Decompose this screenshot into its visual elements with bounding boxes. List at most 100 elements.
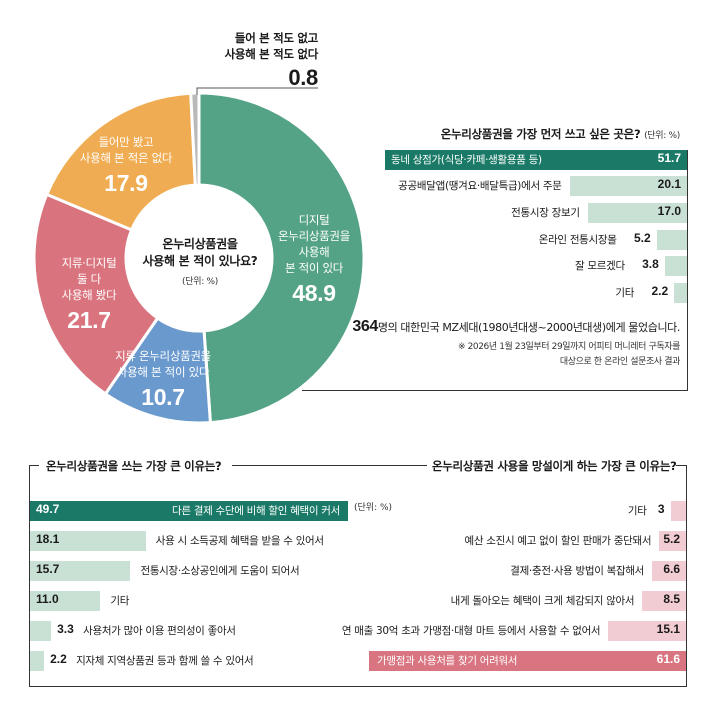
use-reason-bar bbox=[30, 621, 52, 641]
donut-slice-4 bbox=[189, 91, 201, 187]
first-use-row: 20.1 공공배달앱(땡겨요·배달특급)에서 주문 bbox=[0, 176, 720, 196]
hesitate-reason-bar bbox=[652, 561, 686, 581]
hesitate-reason-value: 6.6 bbox=[663, 562, 680, 576]
first-use-bar bbox=[385, 150, 687, 170]
panel-frame-bottom bbox=[302, 390, 688, 391]
callout-line2: 사용해 본 적도 없다 bbox=[224, 47, 319, 61]
hesitate-reason-value: 61.6 bbox=[656, 652, 680, 666]
slice-label-heard-only: 들어만 봤고 사용해 본 적은 없다 17.9 bbox=[79, 135, 173, 196]
first-use-label: 잘 모르겠다 bbox=[574, 260, 625, 272]
first-use-value: 2.2 bbox=[651, 284, 669, 298]
hesitate-reason-value: 5.2 bbox=[663, 532, 680, 546]
survey-note-line1: ※ 2026년 1월 23일부터 29일까지 어피티 머니레터 구독자를 bbox=[457, 342, 680, 352]
survey-note-line2: 대상으로 한 온라인 설문조사 결과 bbox=[559, 357, 681, 367]
use-reason-bar bbox=[30, 531, 146, 551]
use-reason-label: 사용 시 소득공제 혜택을 받을 수 있어서 bbox=[155, 535, 324, 547]
use-reason-value: 2.2 bbox=[50, 652, 67, 666]
hesitate-reason-label: 기타 bbox=[627, 505, 647, 517]
first-use-row: 17.0 전통시장 장보기 bbox=[0, 203, 720, 223]
donut-slice-2 bbox=[32, 192, 160, 396]
use-reason-value: 18.1 bbox=[36, 532, 60, 546]
use-reason-value: 3.3 bbox=[57, 622, 74, 636]
use-reason-row: 2.2 지자체 지역상품권 등과 함께 쓸 수 있어서 bbox=[0, 651, 720, 671]
callout-leader-line bbox=[196, 87, 318, 95]
hesitate-reason-value: 15.1 bbox=[656, 622, 680, 636]
use-reason-label: 지자체 지역상품권 등과 함께 쓸 수 있어서 bbox=[76, 655, 254, 667]
hesitate-reason-bar bbox=[642, 591, 686, 611]
use-reason-label: 기타 bbox=[110, 595, 130, 607]
use-reason-value: 49.7 bbox=[36, 502, 60, 516]
first-use-bar bbox=[569, 176, 687, 196]
hesitate-reason-row: 6.6 결제·충전·사용 방법이 복잡해서 bbox=[0, 561, 720, 581]
donut-center-question: 온누리상품권을 사용해 본 적이 있나요? (단위: %) bbox=[139, 236, 261, 291]
first-use-label: 공공배달앱(땡겨요·배달특급)에서 주문 bbox=[398, 180, 562, 192]
hesitate-reason-bar bbox=[608, 621, 686, 641]
use-reason-row: 49.7 다른 결제 수단에 비해 할인 혜택이 커서 bbox=[0, 501, 720, 521]
use-reason-value: 15.7 bbox=[36, 562, 60, 576]
first-use-value: 17.0 bbox=[657, 204, 681, 218]
first-use-title: 온누리상품권을 가장 먼저 쓰고 싶은 곳은? (단위: %) bbox=[440, 127, 681, 141]
first-use-row: 3.8 잘 모르겠다 bbox=[0, 256, 720, 276]
first-use-label: 전통시장 장보기 bbox=[511, 207, 580, 219]
use-reason-bar bbox=[30, 561, 131, 581]
hesitate-reason-row: 8.5 내게 돌아오는 혜택이 크게 체감되지 않아서 bbox=[0, 591, 720, 611]
bottom-frame-top-mid bbox=[232, 465, 427, 466]
first-use-label: 온라인 전통시장몰 bbox=[538, 234, 617, 246]
first-use-row: 5.2 온라인 전통시장몰 bbox=[0, 230, 720, 250]
use-reason-label: 사용처가 많아 이용 편의성이 좋아서 bbox=[83, 625, 236, 637]
use-reason-row: 15.7 전통시장·소상공인에게 도움이 되어서 bbox=[0, 561, 720, 581]
survey-count: 364 bbox=[352, 318, 378, 335]
hesitate-reason-row: 15.1 연 매출 30억 초과 가맹점·대형 마트 등에서 사용할 수 없어서 bbox=[0, 621, 720, 641]
first-use-value: 51.7 bbox=[657, 151, 681, 165]
first-use-row: 동네 상점가(식당·카페·생활용품 등) 51.7 bbox=[0, 150, 720, 170]
hesitate-reason-label: 가맹점과 사용처를 찾기 어려워서 bbox=[377, 655, 518, 667]
hesitate-reason-label: 결제·충전·사용 방법이 복잡해서 bbox=[510, 565, 645, 577]
callout-value: 0.8 bbox=[288, 65, 318, 90]
callout-0.8: 들어 본 적도 없고 사용해 본 적도 없다 0.8 bbox=[200, 30, 319, 92]
hesitate-reason-label: 연 매출 30억 초과 가맹점·대형 마트 등에서 사용할 수 없어서 bbox=[341, 625, 601, 637]
survey-note: 364명의 대한민국 MZ세대(1980년대생~2000년대생)에게 물었습니다… bbox=[352, 318, 680, 367]
hesitate-reason-row: 5.2 예산 소진시 예고 없이 할인 판매가 중단돼서 bbox=[0, 531, 720, 551]
first-use-label: 동네 상점가(식당·카페·생활용품 등) bbox=[391, 154, 542, 166]
bottom-frame-bottom bbox=[29, 686, 687, 687]
hesitate-reason-bar bbox=[659, 531, 686, 551]
use-reason-label: 전통시장·소상공인에게 도움이 되어서 bbox=[140, 565, 300, 577]
first-use-bar bbox=[587, 203, 687, 223]
first-use-bar bbox=[674, 283, 687, 303]
use-reasons-unit: (단위: %) bbox=[354, 503, 393, 513]
callout-line1: 들어 본 적도 없고 bbox=[234, 31, 318, 45]
survey-headline: 명의 대한민국 MZ세대(1980년대생~2000년대생)에게 물었습니다. bbox=[377, 321, 681, 334]
use-reason-bar bbox=[30, 591, 101, 611]
hesitate-reason-label: 예산 소진시 예고 없이 할인 판매가 중단돼서 bbox=[464, 535, 652, 547]
bottom-frame-left bbox=[29, 465, 30, 687]
slice-label-digital: 디지털 온누리상품권을 사용해 본 적이 있다 48.9 bbox=[278, 213, 350, 306]
hesitate-reason-value: 8.5 bbox=[663, 592, 680, 606]
use-reason-value: 11.0 bbox=[36, 592, 59, 606]
center-q-line2: 사용해 본 적이 있나요? bbox=[142, 254, 258, 268]
use-reason-bar bbox=[30, 651, 45, 671]
first-use-value: 20.1 bbox=[657, 177, 681, 191]
hesitate-reason-bar bbox=[369, 651, 686, 671]
use-reason-bar bbox=[30, 501, 348, 521]
use-reason-row: 18.1 사용 시 소득공제 혜택을 받을 수 있어서 bbox=[0, 531, 720, 551]
hesitate-reason-row: 가맹점과 사용처를 찾기 어려워서 61.6 bbox=[0, 651, 720, 671]
first-use-value: 5.2 bbox=[633, 231, 651, 245]
donut-slice-3 bbox=[44, 91, 197, 232]
center-unit: (단위: %) bbox=[182, 277, 218, 287]
bottom-frame-top-right-tick bbox=[676, 465, 686, 466]
slice-label-paper: 지류 온누리상품권을 사용해 본 적이 있다 10.7 bbox=[115, 349, 211, 410]
slice-label-both: 지류·디지털 둘 다 사용해 봤다 21.7 bbox=[61, 256, 117, 333]
center-q-line1: 온누리상품권을 bbox=[162, 237, 238, 251]
bottom-frame-right bbox=[686, 465, 687, 687]
panel-frame-right bbox=[687, 150, 688, 390]
first-use-bar bbox=[664, 256, 687, 276]
hesitate-reason-value: 3 bbox=[657, 502, 665, 516]
donut-chart bbox=[32, 87, 366, 425]
hesitate-reason-bar bbox=[670, 501, 686, 521]
first-use-label: 기타 bbox=[615, 287, 635, 299]
hesitate-reasons-title: 온누리상품권 사용을 망설이게 하는 가장 큰 이유는? bbox=[432, 459, 677, 473]
bottom-frame-top-left-tick bbox=[29, 465, 39, 466]
first-use-row: 2.2 기타 bbox=[0, 283, 720, 303]
use-reason-row: 3.3 사용처가 많아 이용 편의성이 좋아서 bbox=[0, 621, 720, 641]
use-reasons-title: 온누리상품권을 쓰는 가장 큰 이유는? bbox=[46, 459, 222, 473]
